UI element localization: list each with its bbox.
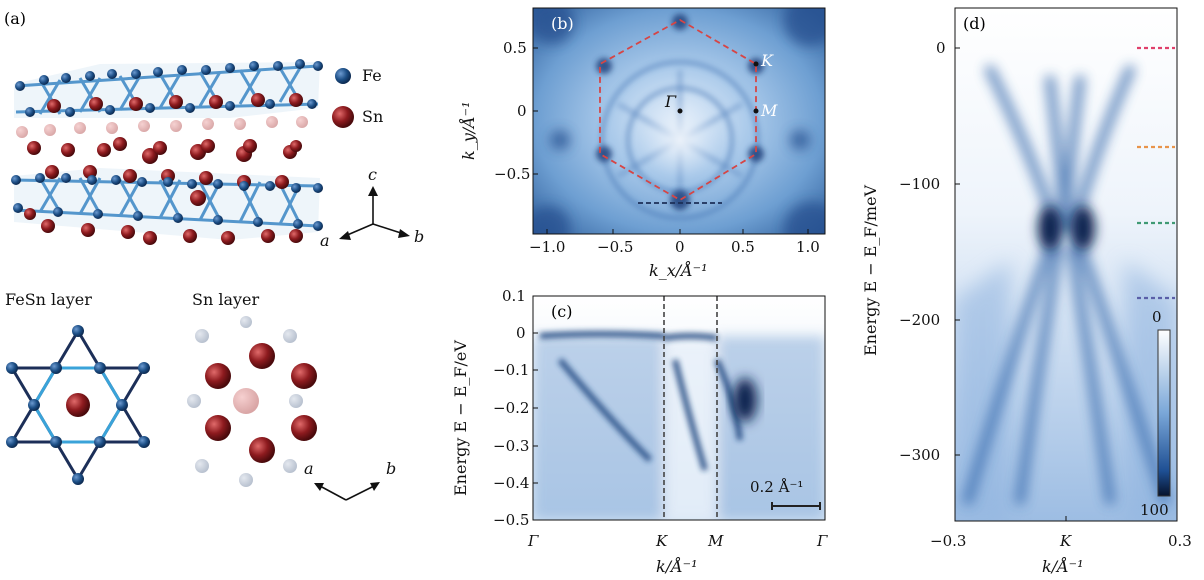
arpes-cut-map <box>533 296 825 520</box>
d-ylabel: Energy E − E_F/meV <box>861 184 880 356</box>
axis-b-2d-label: b <box>386 459 396 478</box>
b-xtick-2: 0 <box>675 238 685 256</box>
d-xtick-0: −0.3 <box>930 532 966 550</box>
fe-atom-swatch <box>335 68 351 84</box>
panel-b-fermi-surface: Γ K M (b) −1.0 −0.5 0 0.5 1.0 0.5 0 −0.5… <box>458 7 826 280</box>
legend-sn-label: Sn <box>362 107 383 126</box>
d-ytick-2: −200 <box>899 311 940 329</box>
c-xlabel: k/Å⁻¹ <box>656 556 698 576</box>
b-ytick-0: 0.5 <box>503 39 527 57</box>
colorbar-min-label: 0 <box>1152 308 1162 326</box>
legend-fe-label: Fe <box>362 66 382 85</box>
b-xtick-1: −0.5 <box>597 238 633 256</box>
d-ytick-0: 0 <box>936 39 946 57</box>
c-ylabel: Energy E − E_F/eV <box>451 340 470 496</box>
d-xtick-1: K <box>1059 532 1072 550</box>
fermi-surface-map <box>533 8 825 234</box>
c-ytick-0: 0.1 <box>502 287 526 305</box>
axis-a-label: a <box>320 231 330 250</box>
panel-a-crystal-structure: (a) <box>4 9 424 501</box>
d-ytick-1: −100 <box>899 175 940 193</box>
d-xtick-2: 0.3 <box>1168 532 1192 550</box>
energy-markers <box>1137 46 1175 300</box>
c-ytick-6: −0.5 <box>493 511 529 529</box>
b-ytick-2: −0.5 <box>494 165 530 183</box>
b-xtick-3: 0.5 <box>731 238 755 256</box>
panel-b-label: (b) <box>551 14 574 33</box>
colorbar <box>1157 329 1171 497</box>
crystal-3d-illustration <box>11 59 323 245</box>
d-ytick-3: −300 <box>899 446 940 464</box>
axis-c-label: c <box>368 165 377 184</box>
panel-d-dirac-cone: (d) 0 100 0 −100 −200 −300 −0.3 K 0.3 k/… <box>861 7 1192 576</box>
panel-c-label: (c) <box>551 302 572 321</box>
colorbar-max-label: 100 <box>1140 501 1169 519</box>
dirac-cone-map <box>955 8 1177 521</box>
sn-layer-title: Sn layer <box>192 290 260 309</box>
c-ytick-5: −0.4 <box>493 474 529 492</box>
panel-c-arpes-cut: (c) 0.2 Å⁻¹ 0.1 0 −0.1 −0.2 −0.3 −0.4 −0… <box>451 287 828 576</box>
k-point <box>753 61 759 67</box>
b-xtick-4: 1.0 <box>796 238 820 256</box>
c-ytick-4: −0.3 <box>493 437 529 455</box>
fesn-kagome-lattice <box>6 325 150 485</box>
b-ylabel: k_y/Å⁻¹ <box>458 101 478 160</box>
m-point <box>753 108 759 114</box>
axis-b-label: b <box>414 227 424 246</box>
c-xtick-gamma-right: Γ <box>816 532 828 550</box>
c-xtick-gamma-left: Γ <box>527 532 539 550</box>
gamma-point <box>677 108 683 114</box>
c-xtick-m: M <box>707 532 724 550</box>
sn-honeycomb-lattice <box>187 316 317 487</box>
b-xtick-0: −1.0 <box>529 238 565 256</box>
gamma-label: Γ <box>664 92 677 111</box>
crystal-axes-3d <box>339 186 410 240</box>
d-xlabel: k/Å⁻¹ <box>1042 556 1084 576</box>
b-ytick-1: 0 <box>517 102 527 120</box>
atom-legend: Fe Sn <box>332 66 383 128</box>
c-ytick-3: −0.2 <box>493 399 529 417</box>
crystal-axes-2d <box>314 482 380 501</box>
k-label: K <box>760 51 774 70</box>
b-xlabel: k_x/Å⁻¹ <box>649 260 708 280</box>
sn-atom-swatch <box>332 106 354 128</box>
panel-d-label: (d) <box>963 14 986 33</box>
c-ytick-1: 0 <box>516 324 526 342</box>
scalebar-label: 0.2 Å⁻¹ <box>750 478 803 496</box>
axis-a-2d-label: a <box>304 459 314 478</box>
fesn-layer-title: FeSn layer <box>5 290 92 309</box>
c-xtick-k: K <box>655 532 668 550</box>
c-ytick-2: −0.1 <box>493 361 529 379</box>
panel-a-label: (a) <box>4 9 26 28</box>
m-label: M <box>760 101 778 120</box>
